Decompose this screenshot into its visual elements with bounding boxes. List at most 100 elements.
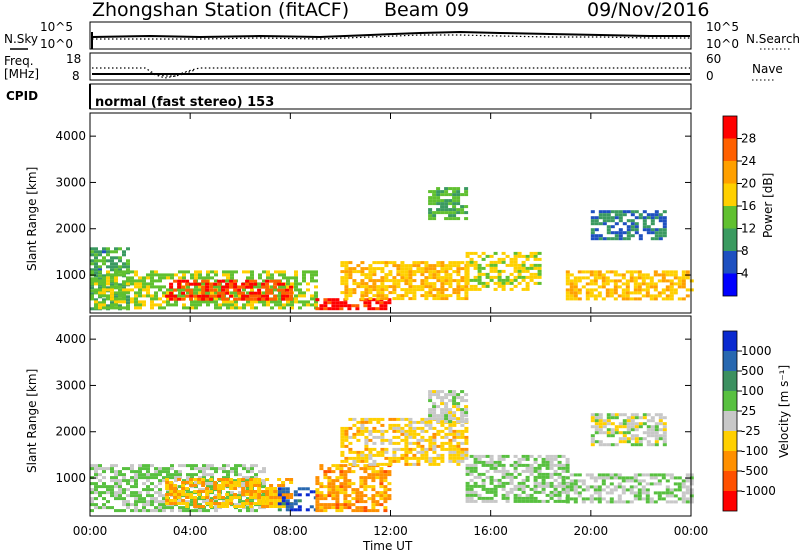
heatmap-cell-velocity-4 bbox=[340, 459, 345, 463]
heatmap-cell-velocity-0 bbox=[114, 476, 118, 480]
heatmap-cell-power-5 bbox=[428, 214, 433, 218]
heatmap-cell-power-7 bbox=[605, 288, 610, 292]
heatmap-cell-velocity-0 bbox=[158, 491, 162, 495]
heatmap-cell-velocity-7 bbox=[589, 476, 594, 480]
heatmap-cell-velocity-4 bbox=[452, 429, 457, 433]
heatmap-cell-velocity-1 bbox=[225, 505, 230, 508]
heatmap-cell-velocity-1 bbox=[221, 484, 226, 487]
colorbar-block bbox=[723, 451, 737, 471]
heatmap-cell-power-6 bbox=[513, 275, 518, 279]
heatmap-cell-velocity-0 bbox=[130, 509, 134, 513]
heatmap-cell-velocity-1 bbox=[261, 499, 266, 502]
heatmap-cell-velocity-0 bbox=[254, 473, 258, 477]
heatmap-cell-velocity-3 bbox=[375, 476, 380, 480]
heatmap-cell-velocity-4 bbox=[444, 426, 449, 430]
heatmap-cell-power-1 bbox=[98, 291, 102, 295]
heatmap-cell-velocity-1 bbox=[245, 484, 250, 487]
heatmap-cell-velocity-7 bbox=[649, 482, 654, 486]
heatmap-cell-velocity-0 bbox=[158, 482, 162, 486]
heatmap-cell-power-5 bbox=[448, 211, 453, 215]
heatmap-cell-velocity-1 bbox=[265, 487, 270, 490]
heatmap-cell-velocity-0 bbox=[118, 509, 122, 513]
heatmap-cell-velocity-5 bbox=[444, 393, 449, 397]
heatmap-cell-power-7 bbox=[633, 291, 638, 295]
heatmap-cell-velocity-7 bbox=[677, 482, 682, 486]
heatmap-cell-velocity-6 bbox=[545, 466, 550, 470]
heatmap-cell-power-3 bbox=[339, 304, 344, 308]
heatmap-cell-velocity-7 bbox=[609, 476, 614, 480]
heatmap-cell-velocity-3 bbox=[335, 476, 340, 480]
heatmap-cell-velocity-6 bbox=[541, 499, 546, 503]
heatmap-cell-velocity-0 bbox=[174, 479, 178, 483]
heatmap-cell-power-1 bbox=[98, 288, 102, 292]
heatmap-cell-velocity-0 bbox=[134, 485, 138, 489]
heatmap-cell-power-1 bbox=[150, 297, 154, 301]
heatmap-cell-power-4 bbox=[396, 279, 401, 283]
heatmap-cell-power-1 bbox=[222, 300, 226, 304]
heatmap-cell-power-7 bbox=[641, 294, 646, 298]
heatmap-cell-power-1 bbox=[182, 273, 186, 277]
heatmap-cell-velocity-1 bbox=[249, 493, 254, 496]
heatmap-cell-power-8 bbox=[642, 228, 647, 232]
heatmap-cell-velocity-4 bbox=[348, 450, 353, 454]
heatmap-cell-velocity-7 bbox=[641, 497, 646, 501]
power-heatmap-cells bbox=[90, 187, 694, 311]
heatmap-cell-velocity-6 bbox=[545, 472, 550, 476]
heatmap-cell-power-4 bbox=[428, 273, 433, 277]
heatmap-cell-power-4 bbox=[408, 297, 413, 301]
heatmap-cell-power-1 bbox=[294, 270, 298, 274]
heatmap-cell-power-7 bbox=[589, 279, 594, 283]
heatmap-cell-velocity-0 bbox=[198, 488, 202, 492]
heatmap-cell-velocity-3 bbox=[339, 470, 344, 474]
heatmap-cell-velocity-6 bbox=[529, 487, 534, 491]
heatmap-cell-velocity-0 bbox=[126, 500, 130, 504]
heatmap-cell-velocity-4 bbox=[448, 447, 453, 451]
heatmap-cell-velocity-0 bbox=[146, 464, 150, 468]
heatmap-cell-velocity-7 bbox=[569, 497, 574, 501]
heatmap-cell-velocity-1 bbox=[265, 490, 270, 493]
heatmap-cell-velocity-0 bbox=[210, 464, 214, 468]
heatmap-cell-power-7 bbox=[665, 279, 670, 283]
heatmap-cell-velocity-1 bbox=[265, 493, 270, 496]
heatmap-cell-power-2 bbox=[177, 285, 182, 289]
heatmap-cell-power-8 bbox=[654, 213, 659, 217]
colorbar-tick-label: 12 bbox=[741, 222, 756, 236]
heatmap-cell-velocity-8 bbox=[622, 440, 627, 444]
heatmap-cell-velocity-6 bbox=[525, 463, 530, 467]
heatmap-cell-velocity-1 bbox=[257, 490, 262, 493]
heatmap-cell-power-7 bbox=[565, 288, 570, 292]
heatmap-cell-power-1 bbox=[242, 288, 246, 292]
heatmap-cell-power-7 bbox=[669, 288, 674, 292]
heatmap-cell-power-7 bbox=[665, 273, 670, 277]
heatmap-cell-power-1 bbox=[90, 282, 94, 286]
heatmap-cell-velocity-0 bbox=[90, 509, 94, 513]
heatmap-cell-power-0 bbox=[118, 247, 122, 251]
heatmap-cell-power-5 bbox=[464, 193, 469, 197]
heatmap-cell-velocity-0 bbox=[146, 467, 150, 471]
heatmap-cell-velocity-0 bbox=[178, 509, 182, 513]
heatmap-cell-velocity-3 bbox=[315, 509, 320, 513]
heatmap-cell-velocity-5 bbox=[432, 417, 437, 421]
heatmap-cell-power-2 bbox=[273, 282, 278, 286]
heatmap-cell-velocity-1 bbox=[269, 490, 274, 493]
heatmap-cell-velocity-0 bbox=[146, 500, 150, 504]
heatmap-cell-velocity-1 bbox=[225, 502, 230, 505]
heatmap-cell-velocity-0 bbox=[130, 494, 134, 498]
heatmap-cell-power-1 bbox=[242, 270, 246, 274]
heatmap-cell-power-7 bbox=[569, 291, 574, 295]
heatmap-cell-power-8 bbox=[638, 234, 643, 238]
heatmap-cell-velocity-3 bbox=[351, 470, 356, 474]
heatmap-cell-velocity-6 bbox=[533, 457, 538, 461]
heatmap-cell-velocity-0 bbox=[130, 476, 134, 480]
heatmap-cell-power-4 bbox=[456, 297, 461, 301]
heatmap-cell-power-7 bbox=[565, 270, 570, 274]
heatmap-cell-power-1 bbox=[218, 288, 222, 292]
heatmap-cell-velocity-5 bbox=[464, 393, 469, 397]
heatmap-cell-power-4 bbox=[392, 288, 397, 292]
heatmap-cell-power-1 bbox=[198, 276, 202, 280]
heatmap-cell-velocity-3 bbox=[383, 476, 388, 480]
heatmap-cell-velocity-3 bbox=[359, 497, 364, 501]
heatmap-cell-velocity-6 bbox=[501, 493, 506, 497]
heatmap-cell-power-3 bbox=[335, 301, 340, 305]
heatmap-cell-velocity-0 bbox=[166, 491, 170, 495]
